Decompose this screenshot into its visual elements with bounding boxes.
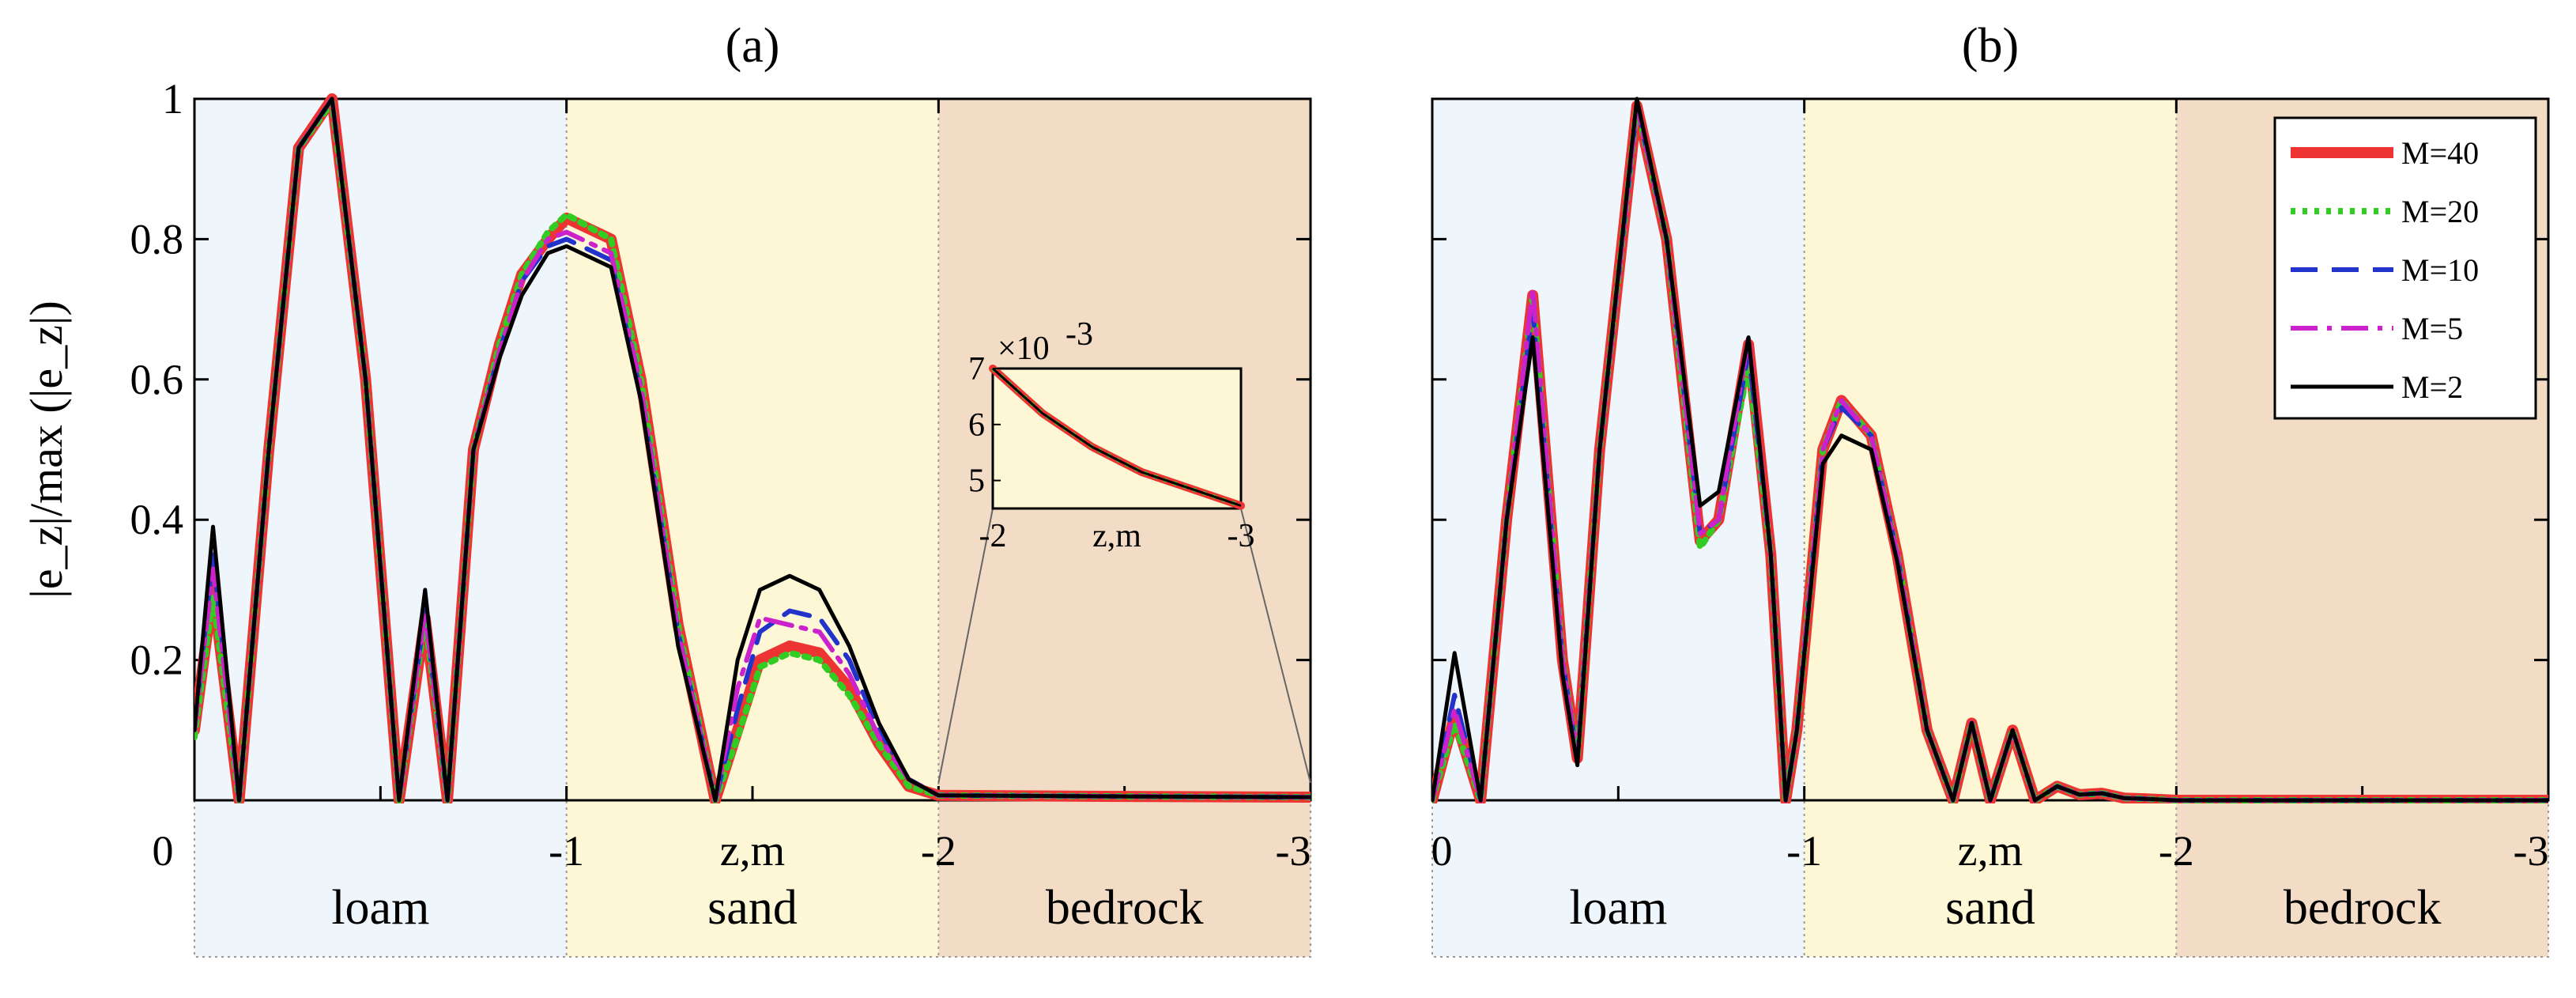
x-tick-label: -2 bbox=[921, 827, 956, 875]
x-tick-label: -3 bbox=[2514, 827, 2549, 875]
legend-box bbox=[2273, 116, 2537, 420]
layer-label-sand: sand bbox=[707, 881, 798, 935]
series-line-m-2 bbox=[194, 96, 1311, 803]
inset-x-tick-label: -3 bbox=[1228, 518, 1255, 554]
legend-label: M=5 bbox=[2401, 311, 2463, 346]
legend-label: M=40 bbox=[2401, 135, 2479, 171]
zoom-connector bbox=[937, 508, 994, 784]
zoom-connector bbox=[1240, 508, 1311, 784]
x-tick-label: -2 bbox=[2159, 827, 2194, 875]
panel-a: loam sand bedrock 0 -1 -2 -3 z,m 0.2 0.4 0.6 0.8 1 |e… bbox=[21, 19, 1312, 958]
y-tick-label: 1 bbox=[162, 75, 183, 123]
x-tick-label: -1 bbox=[549, 827, 584, 875]
inset-frame bbox=[991, 367, 1243, 510]
inset-x-tick-label: -2 bbox=[979, 518, 1007, 554]
y-tick-label: 0.8 bbox=[130, 215, 184, 263]
layer-label-loam: loam bbox=[1569, 881, 1667, 935]
panel-title: (b) bbox=[1962, 19, 2019, 73]
legend-label: M=20 bbox=[2401, 194, 2479, 229]
y-tick-label: 0.2 bbox=[130, 637, 184, 684]
inset-y-tick-label: 6 bbox=[968, 407, 985, 444]
inset-curve-black bbox=[991, 367, 1242, 507]
panel-b: loam sand bedrock 0 -1 -2 -3 z,m (b) M=40 M=20 M=10… bbox=[1431, 19, 2550, 958]
layer-band-sand bbox=[566, 99, 939, 957]
layer-band-bedrock bbox=[938, 99, 1311, 957]
inset-x-label: z,m bbox=[1092, 518, 1141, 554]
legend: M=40 M=20 M=10 M=5 M=2 bbox=[2273, 116, 2537, 420]
x-tick-label: -1 bbox=[1786, 827, 1822, 875]
y-tick-label: 0.4 bbox=[130, 496, 184, 543]
legend-label: M=2 bbox=[2401, 369, 2463, 405]
x-tick-label: 0 bbox=[1431, 827, 1453, 875]
x-tick-label: 0 bbox=[153, 827, 174, 875]
panel-title: (a) bbox=[726, 19, 780, 73]
y-tick-label: 0.6 bbox=[130, 356, 184, 403]
inset-y-tick-label: 5 bbox=[968, 463, 985, 500]
inset-exponent: ×10 bbox=[998, 331, 1050, 367]
layer-label-loam: loam bbox=[331, 881, 429, 935]
y-axis-label: |e_z|/max (|e_z|) bbox=[21, 301, 72, 599]
layer-label-bedrock: bedrock bbox=[2284, 881, 2442, 935]
layer-label-sand: sand bbox=[1945, 881, 2035, 935]
inset-exponent-power: -3 bbox=[1065, 316, 1093, 353]
x-tick-label: -3 bbox=[1276, 827, 1311, 875]
inset: 5 6 7 -2 -3 z,m ×10 -3 bbox=[937, 316, 1311, 784]
layer-band-sand bbox=[1804, 99, 2177, 957]
x-axis-label: z,m bbox=[720, 826, 785, 875]
legend-label: M=10 bbox=[2401, 252, 2479, 288]
inset-y-tick-label: 7 bbox=[968, 351, 985, 387]
series-line-m-2 bbox=[1432, 96, 2548, 803]
x-axis-label: z,m bbox=[1958, 826, 2023, 875]
layer-label-bedrock: bedrock bbox=[1046, 881, 1204, 935]
